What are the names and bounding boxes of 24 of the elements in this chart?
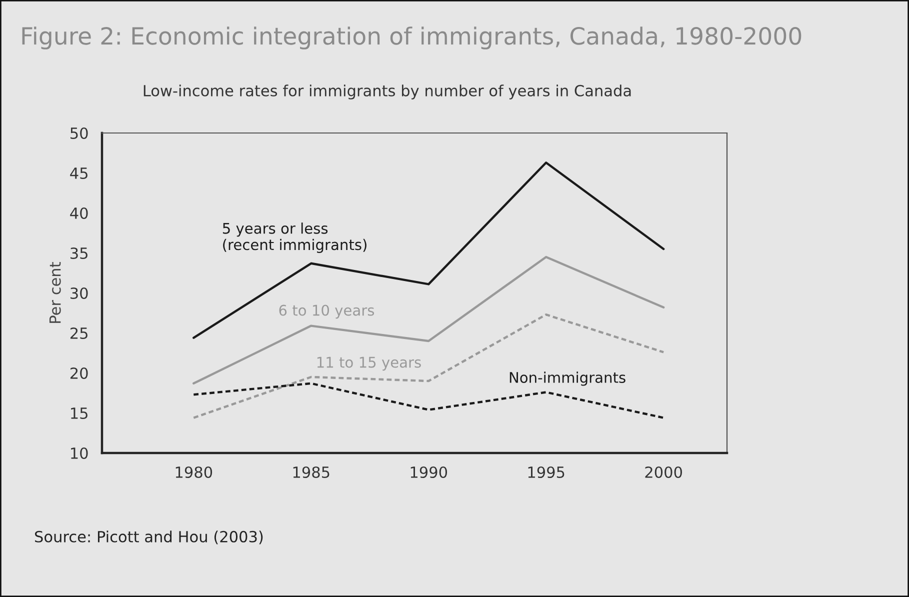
y-tick-label: 25 <box>70 327 88 340</box>
series-label: 11 to 15 years <box>317 356 421 371</box>
x-tick-label: 1995 <box>528 466 564 478</box>
x-tick-label: 1980 <box>176 466 212 478</box>
y-tick-label: 15 <box>71 408 88 420</box>
series-label: Non-immigrants <box>510 372 626 386</box>
x-tick-label: 2000 <box>645 466 682 478</box>
y-tick-label: 50 <box>70 127 88 140</box>
y-tick-label: 10 <box>71 447 88 460</box>
series-label: 6 to 10 years <box>279 304 374 319</box>
source-note: Source: Picott and Hou (2003) <box>35 530 263 544</box>
y-tick-label: 20 <box>70 367 88 380</box>
chart-subtitle: Low-income rates for immigrants by number of years in Canada <box>144 84 631 100</box>
series-label: 5 years or less (recent immigrants) <box>222 222 366 253</box>
x-tick-label: 1985 <box>293 466 330 478</box>
y-tick-label: 30 <box>70 287 88 300</box>
x-tick-label: 1990 <box>410 466 448 478</box>
y-tick-label: 40 <box>70 207 88 220</box>
line-series <box>192 161 665 339</box>
y-axis-title: Per cent <box>49 262 61 323</box>
y-tick-label: 35 <box>70 247 88 260</box>
y-tick-label: 45 <box>70 168 88 180</box>
chart-title: Figure 2: Economic integration of immigrants, Canada, 1980-2000 <box>22 26 802 50</box>
line-series <box>192 256 665 385</box>
